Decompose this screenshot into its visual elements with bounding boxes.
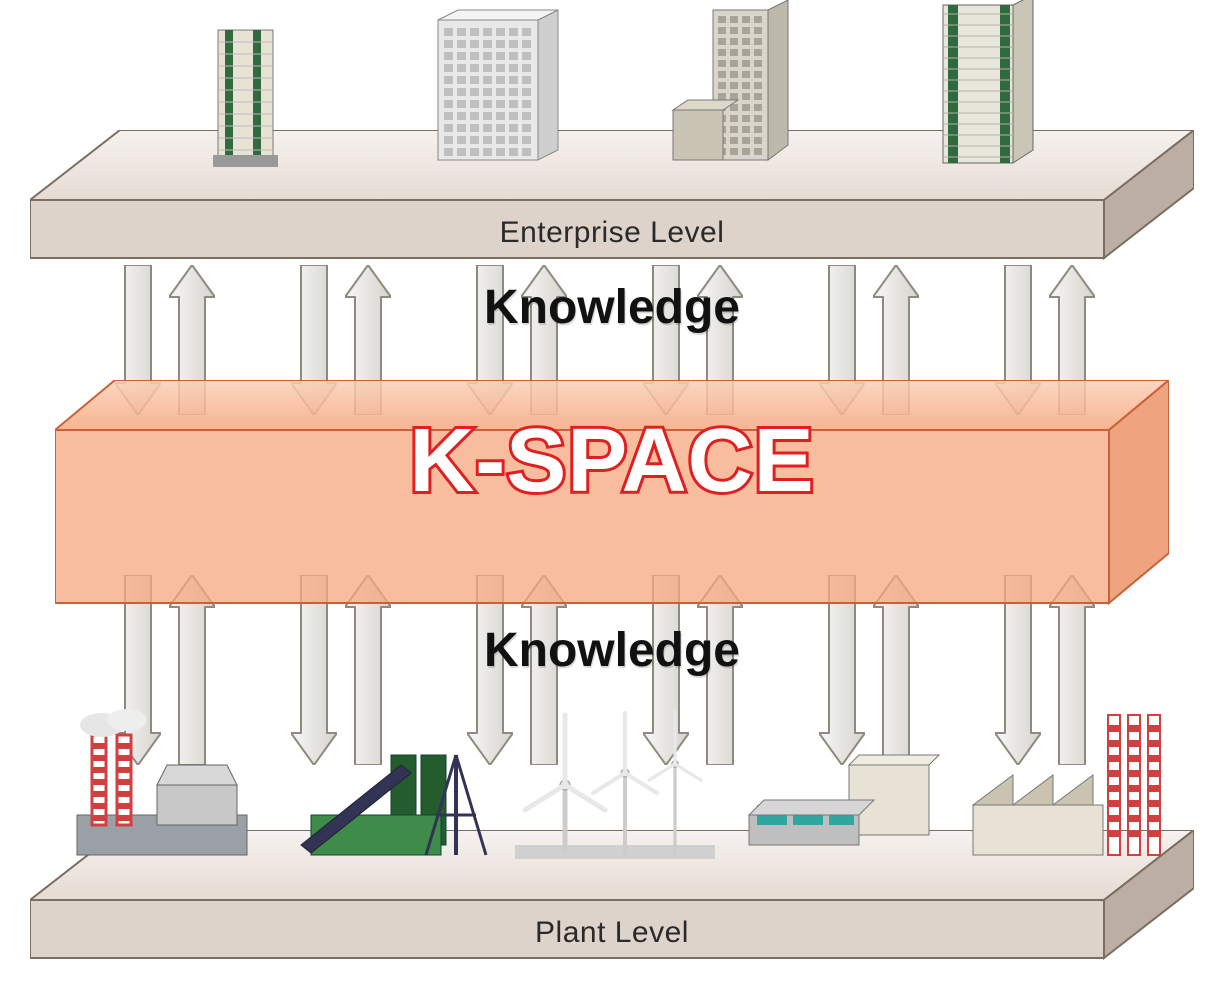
building-icon: [153, 0, 333, 175]
plant-icon: [953, 695, 1173, 880]
wind-turbines-icon: [505, 695, 725, 875]
skyscraper-green-icon: [888, 0, 1068, 170]
kspace-title: K-SPACE: [0, 410, 1224, 513]
office-building-2-icon: [398, 0, 578, 170]
enterprise-buildings-row: [120, 5, 1100, 175]
enterprise-label: Enterprise Level: [30, 216, 1194, 250]
power-plant-smokestacks-icon: [57, 695, 277, 875]
plant-icons-row: [55, 700, 1175, 880]
plant-icon: [729, 695, 949, 880]
building-icon: [643, 0, 823, 175]
diagram-stage: Enterprise Level Knowledge: [0, 0, 1224, 1004]
factory-chimneys-icon: [953, 695, 1173, 875]
knowledge-label-lower: Knowledge: [0, 623, 1224, 678]
building-icon: [888, 0, 1068, 175]
plant-label: Plant Level: [30, 916, 1194, 950]
building-icon: [398, 0, 578, 175]
office-complex-icon: [643, 0, 823, 170]
mining-facility-icon: [281, 695, 501, 875]
plant-icon: [281, 695, 501, 880]
knowledge-label-upper: Knowledge: [0, 280, 1224, 335]
water-treatment-icon: [729, 695, 949, 875]
plant-icon: [57, 695, 277, 880]
office-building-1-icon: [153, 0, 333, 170]
plant-icon: [505, 695, 725, 880]
